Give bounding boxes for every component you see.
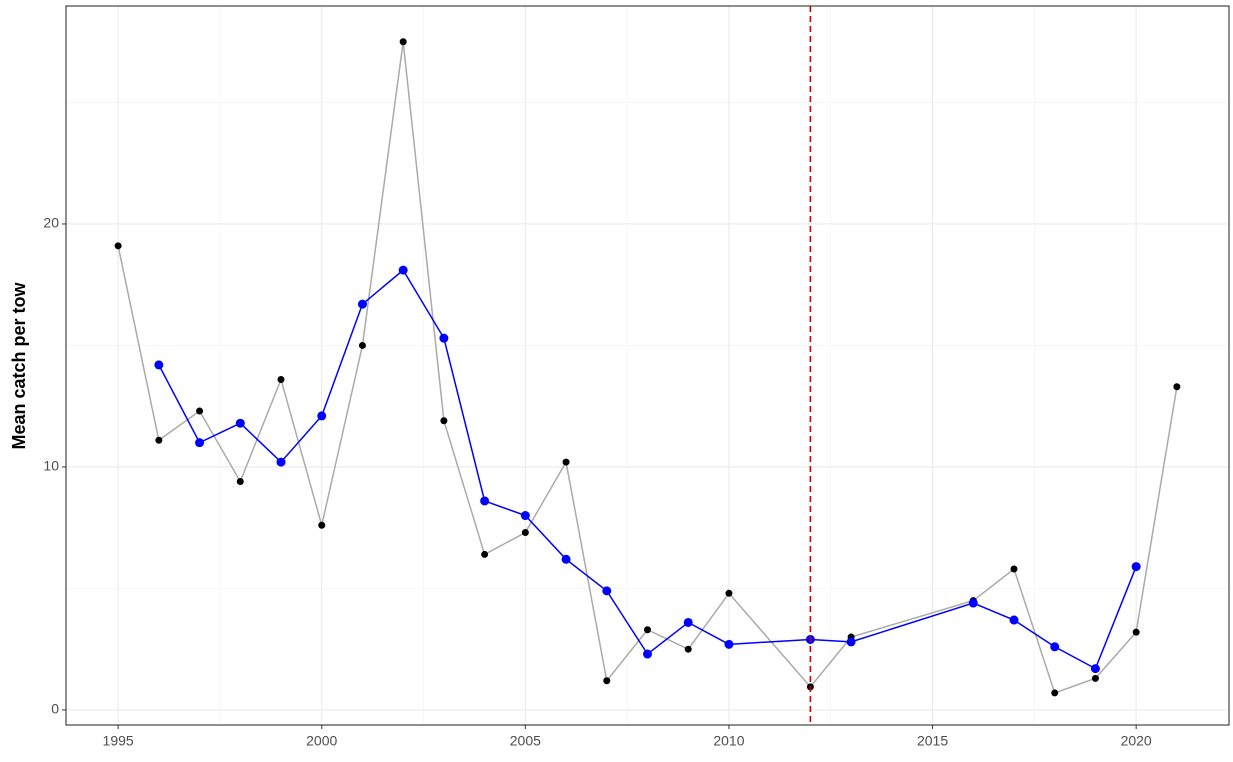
y-tick-label: 20 — [43, 215, 59, 231]
data-point — [846, 637, 856, 647]
x-tick-label: 2005 — [510, 733, 541, 749]
data-point — [236, 478, 244, 486]
data-point — [725, 589, 733, 597]
data-point — [277, 375, 285, 383]
data-point — [520, 511, 530, 521]
x-tick-label: 2010 — [713, 733, 744, 749]
data-point — [318, 521, 326, 529]
data-point — [724, 639, 734, 649]
data-point — [155, 436, 163, 444]
data-point — [1091, 674, 1099, 682]
x-tick-label: 2015 — [917, 733, 948, 749]
data-point — [1173, 383, 1181, 391]
data-point — [1010, 565, 1018, 573]
data-point — [276, 457, 286, 467]
data-point — [317, 411, 327, 421]
data-point — [562, 458, 570, 466]
data-point — [1132, 628, 1140, 636]
y-tick-label: 10 — [43, 458, 59, 474]
data-point — [481, 550, 489, 558]
data-point — [235, 418, 245, 428]
data-point — [154, 360, 164, 370]
y-tick-label: 0 — [51, 701, 59, 717]
data-point — [644, 626, 651, 634]
data-point — [1050, 642, 1060, 652]
x-tick-label: 2020 — [1121, 733, 1152, 749]
data-point — [439, 333, 449, 343]
data-point — [602, 586, 612, 596]
data-point — [561, 554, 571, 564]
data-point — [480, 496, 490, 506]
series-line — [117, 41, 1178, 694]
data-point — [683, 617, 693, 627]
data-point — [1009, 615, 1019, 625]
data-point — [643, 649, 652, 659]
data-point — [1051, 689, 1059, 697]
y-axis-label: Mean catch per tow — [9, 281, 29, 449]
data-point — [521, 529, 529, 537]
data-point — [358, 341, 366, 349]
x-tick-label: 1995 — [103, 733, 134, 749]
data-point — [440, 417, 448, 425]
data-point — [196, 407, 204, 415]
data-point — [398, 265, 408, 275]
plot-border — [65, 5, 1230, 726]
series-line — [158, 268, 1137, 670]
data-point — [195, 438, 205, 448]
data-point — [1131, 562, 1141, 572]
data-point — [1090, 664, 1100, 674]
data-point — [399, 38, 407, 46]
data-point — [114, 242, 122, 250]
x-tick-label: 2000 — [306, 733, 337, 749]
data-point — [603, 677, 611, 685]
data-point — [684, 645, 692, 653]
data-point — [968, 598, 978, 608]
data-point — [357, 299, 367, 309]
